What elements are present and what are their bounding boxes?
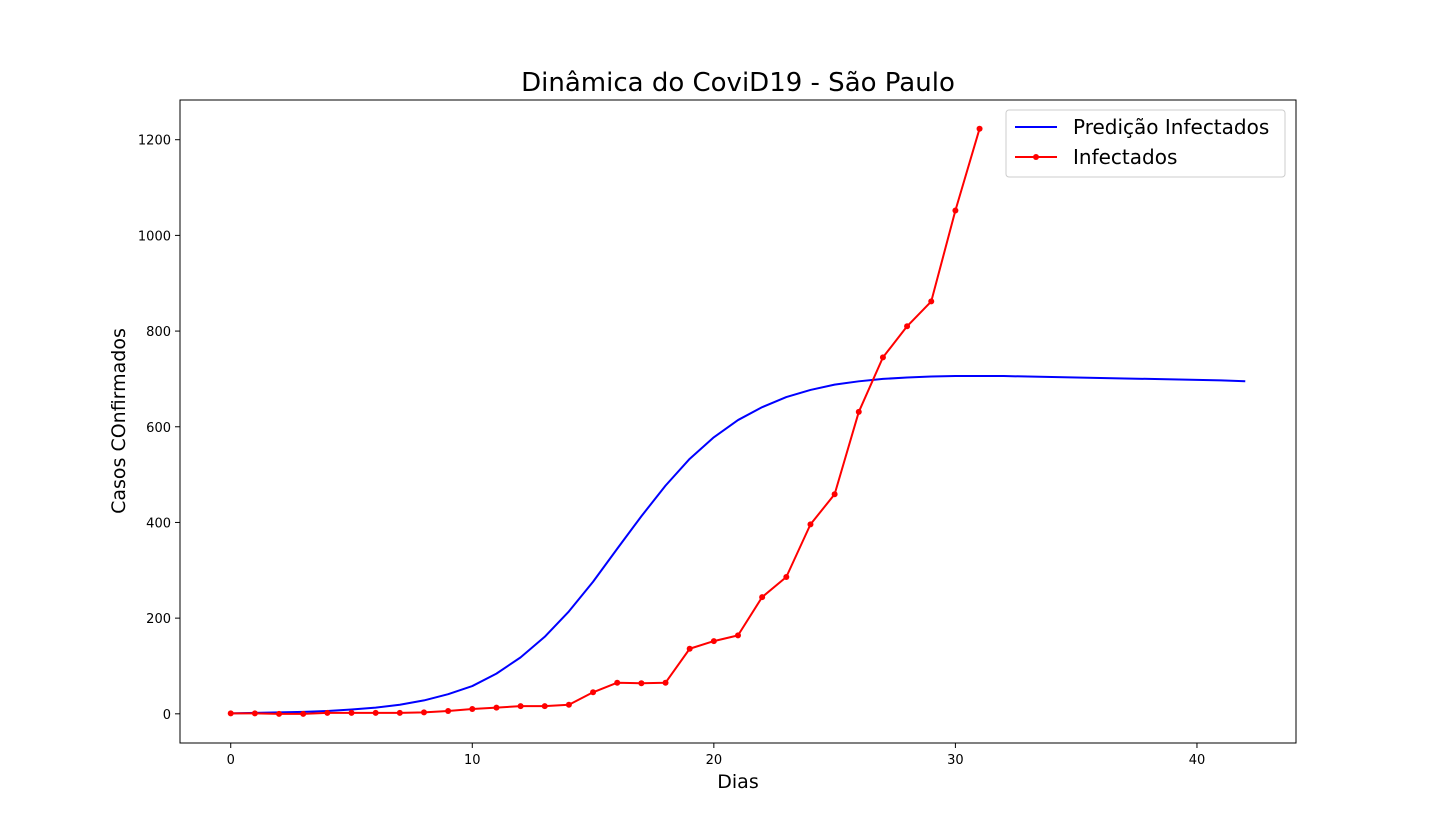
- data-point-infectados: [662, 679, 669, 686]
- data-point-infectados: [276, 710, 283, 717]
- y-tick-label: 400: [146, 516, 171, 531]
- data-point-infectados: [324, 709, 331, 716]
- plot-area: [179, 99, 1297, 744]
- data-point-infectados: [396, 709, 403, 716]
- data-point-infectados: [227, 710, 234, 717]
- data-point-infectados: [904, 323, 911, 330]
- data-point-infectados: [420, 709, 427, 716]
- x-tick-label: 30: [947, 753, 964, 768]
- x-tick-label: 40: [1189, 753, 1206, 768]
- data-point-infectados: [638, 680, 645, 687]
- series-line-predicao-infectados: [230, 375, 1246, 715]
- data-point-infectados: [952, 207, 959, 214]
- data-point-infectados: [469, 706, 476, 713]
- data-point-infectados: [251, 710, 258, 717]
- x-axis-ticks: 0 10 20 30 40: [227, 743, 1206, 768]
- data-point-infectados: [879, 354, 886, 361]
- series-layer: [227, 125, 1246, 717]
- chart-title: Dinâmica do CoviD19 - São Paulo: [521, 68, 955, 98]
- y-tick-label: 1000: [138, 229, 171, 244]
- y-tick-label: 200: [146, 612, 171, 627]
- data-point-infectados: [855, 408, 862, 415]
- data-point-infectados: [807, 521, 814, 528]
- x-tick-label: 0: [227, 753, 235, 768]
- data-point-infectados: [565, 701, 572, 708]
- x-tick-label: 20: [706, 753, 723, 768]
- y-tick-label: 800: [146, 325, 171, 340]
- data-point-infectados: [541, 703, 548, 710]
- x-tick-label: 10: [464, 753, 481, 768]
- legend-label-infectados: Infectados: [1073, 145, 1177, 169]
- data-point-infectados: [493, 704, 500, 711]
- data-point-infectados: [517, 703, 524, 710]
- y-tick-label: 1200: [138, 134, 171, 149]
- data-point-infectados: [976, 125, 983, 132]
- x-axis-label: Dias: [717, 771, 758, 793]
- data-point-infectados: [590, 689, 597, 696]
- data-point-infectados: [735, 632, 741, 639]
- legend: Predição Infectados Infectados: [1005, 109, 1286, 178]
- data-point-infectados: [445, 707, 452, 714]
- data-point-infectados: [759, 594, 766, 601]
- y-tick-label: 0: [163, 708, 171, 723]
- y-axis-ticks: 0 200 400 600 800 1000 1200: [138, 134, 180, 723]
- data-point-infectados: [372, 709, 379, 716]
- data-point-infectados: [300, 710, 307, 717]
- y-axis-label: Casos COnfirmados: [108, 328, 130, 514]
- y-tick-label: 600: [146, 421, 171, 436]
- data-point-infectados: [614, 679, 621, 686]
- data-point-infectados: [831, 491, 838, 498]
- data-point-infectados: [686, 645, 693, 652]
- data-point-infectados: [710, 638, 717, 645]
- data-point-infectados: [348, 709, 355, 716]
- data-point-infectados: [928, 298, 935, 305]
- legend-box: [1005, 109, 1286, 178]
- legend-marker-infectados: [1033, 154, 1039, 160]
- data-point-infectados: [783, 573, 790, 580]
- series-line-infectados: [230, 128, 981, 715]
- legend-label-predicao-infectados: Predição Infectados: [1073, 115, 1269, 139]
